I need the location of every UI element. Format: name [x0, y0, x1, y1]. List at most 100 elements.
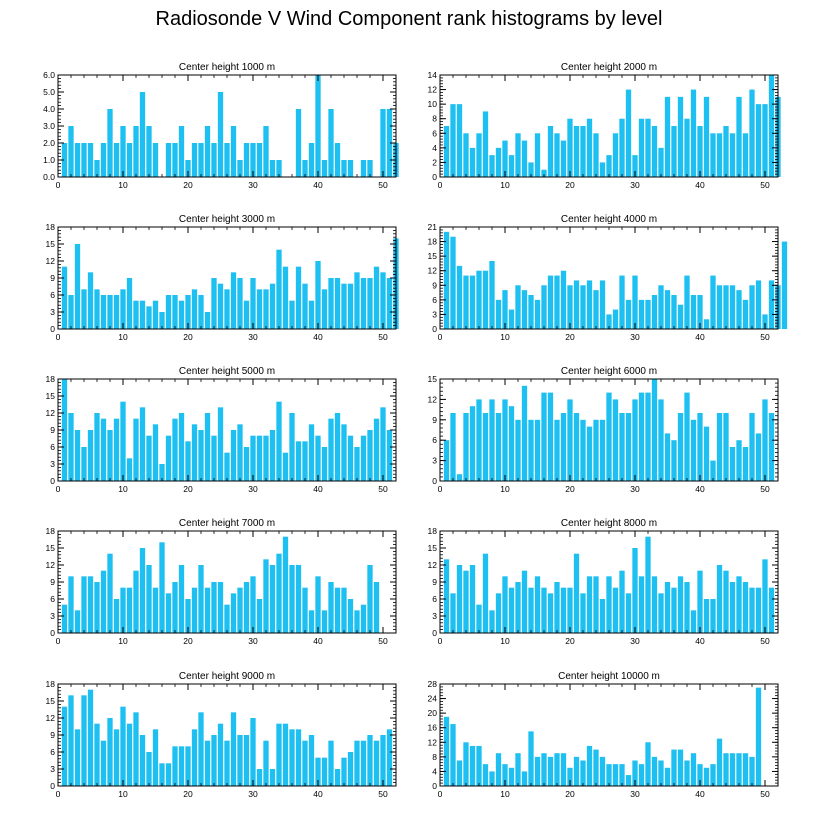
bar: [645, 742, 651, 786]
bar: [528, 295, 534, 329]
bar: [100, 418, 107, 481]
bar: [230, 712, 237, 786]
bar: [81, 289, 87, 329]
bar: [768, 280, 775, 329]
y-tick-label: 3: [432, 456, 437, 466]
bar: [547, 593, 554, 633]
bar: [133, 126, 139, 177]
bar: [749, 756, 755, 786]
bar: [217, 92, 224, 177]
bar: [341, 160, 347, 177]
bar: [710, 599, 716, 633]
bar: [508, 587, 515, 633]
bar: [217, 723, 224, 786]
bar: [586, 280, 593, 329]
bar: [139, 92, 146, 177]
bar: [593, 290, 599, 329]
bar: [165, 435, 172, 481]
bar: [567, 399, 573, 481]
bar: [554, 753, 560, 786]
bar: [386, 278, 393, 329]
bar: [547, 126, 554, 177]
bar: [139, 548, 146, 633]
bar: [217, 407, 224, 481]
y-tick-label: 12: [46, 713, 56, 723]
bar: [211, 582, 217, 633]
y-tick-label: 12: [428, 560, 438, 570]
y-tick-label: 15: [46, 696, 56, 706]
bar: [554, 275, 560, 329]
bar: [191, 424, 198, 481]
bar: [547, 392, 554, 481]
bar: [191, 289, 198, 329]
y-tick-label: 0: [50, 324, 55, 334]
y-tick-label: 5.0: [43, 87, 55, 97]
bar: [651, 295, 658, 329]
bar: [684, 760, 690, 786]
y-tick-label: 21: [428, 222, 438, 232]
bar: [677, 749, 684, 786]
bar: [113, 729, 120, 786]
bar: [315, 261, 321, 329]
bar: [567, 587, 573, 633]
bar: [360, 604, 367, 633]
bar: [152, 729, 159, 786]
bar: [638, 576, 645, 633]
bar: [534, 756, 541, 786]
y-tick-label: 4: [432, 766, 437, 776]
bar: [742, 299, 749, 329]
bar: [87, 430, 94, 481]
bar: [573, 413, 580, 481]
bar: [126, 143, 133, 177]
bar: [567, 118, 573, 177]
bar: [269, 160, 276, 177]
bar: [664, 433, 671, 481]
bar: [710, 275, 716, 329]
bar: [74, 729, 81, 786]
bar: [599, 280, 606, 329]
x-tick-label: 40: [695, 484, 705, 494]
bar: [645, 392, 651, 481]
bar: [334, 278, 341, 329]
y-tick-label: 10: [428, 99, 438, 109]
y-tick-label: 16: [428, 723, 438, 733]
bar: [651, 379, 658, 481]
bar: [671, 126, 677, 177]
bar: [178, 565, 185, 633]
bar: [638, 299, 645, 329]
bar: [768, 75, 775, 177]
x-tick-label: 0: [438, 332, 443, 342]
x-tick-label: 30: [248, 636, 258, 646]
panel-title: Center height 9000 m: [179, 671, 275, 682]
bar: [495, 299, 502, 329]
bar: [360, 160, 367, 177]
bar: [139, 735, 146, 786]
bar: [328, 109, 334, 177]
x-tick-label: 40: [313, 636, 323, 646]
bar: [502, 290, 508, 329]
bar: [204, 126, 211, 177]
x-tick-label: 50: [378, 636, 388, 646]
bar: [762, 104, 768, 177]
x-tick-label: 0: [56, 180, 61, 190]
bar: [302, 283, 308, 329]
bar: [645, 536, 651, 633]
bar: [515, 419, 521, 481]
bar: [302, 160, 308, 177]
bar: [489, 399, 495, 481]
bar: [373, 740, 380, 786]
bar: [341, 283, 347, 329]
bar: [482, 413, 489, 481]
panel-title: Center height 10000 m: [558, 671, 660, 682]
y-tick-label: 6: [432, 128, 437, 138]
bar: [334, 769, 341, 786]
bar: [690, 753, 697, 786]
bar: [237, 735, 243, 786]
bar: [560, 753, 567, 786]
x-tick-label: 40: [313, 332, 323, 342]
bar: [710, 460, 716, 481]
bar: [716, 413, 723, 481]
x-tick-label: 10: [118, 332, 128, 342]
bar: [489, 261, 495, 329]
